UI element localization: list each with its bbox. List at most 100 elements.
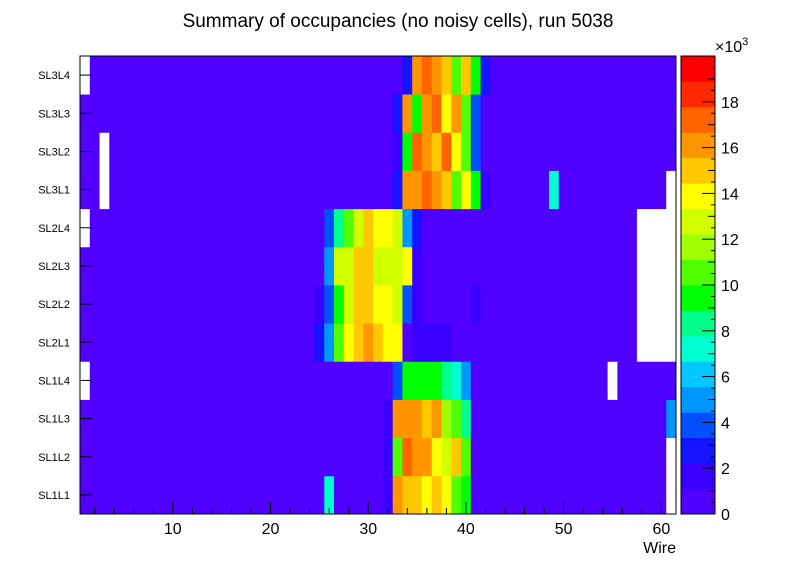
heatmap-cell-sl3l3-wire-14 [207,94,218,133]
heatmap-cell-sl1l1-wire-4 [109,475,120,515]
heatmap-cell-sl3l4-wire-38 [441,56,452,95]
heatmap-cell-sl2l3-wire-60 [656,246,667,286]
heatmap-cell-sl1l1-wire-28 [343,475,354,515]
heatmap-cell-sl3l1-wire-53 [588,170,599,210]
heatmap-cell-sl2l3-wire-32 [382,246,394,286]
heatmap-cell-sl2l1-wire-49 [548,323,560,362]
palette-swatch-12 [681,183,715,210]
heatmap-cell-sl3l1-wire-61 [666,170,677,210]
heatmap-cell-sl3l4-wire-34 [402,56,413,95]
heatmap-cell-sl3l2-wire-58 [636,132,648,171]
y-tick-label-sl3l2: SL3L2 [38,146,70,158]
heatmap-cell-sl3l4-wire-18 [246,56,257,95]
heatmap-cell-sl3l4-wire-11 [177,56,188,95]
heatmap-cell-sl1l2-wire-56 [617,437,628,477]
heatmap-cell-sl1l3-wire-3 [99,399,110,439]
heatmap-cell-sl1l3-wire-48 [539,399,550,439]
heatmap-cell-sl3l1-wire-56 [617,170,628,210]
heatmap-cell-sl3l1-wire-8 [148,170,159,210]
heatmap-cell-sl3l2-wire-2 [89,132,100,171]
heatmap-cell-sl2l3-wire-24 [304,246,315,286]
heatmap-cell-sl3l3-wire-47 [529,94,540,133]
heatmap-cell-sl2l3-wire-26 [324,246,335,286]
heatmap-cell-sl2l2-wire-35 [412,285,423,324]
heatmap-cell-sl1l2-wire-32 [382,437,394,477]
heatmap-cell-sl1l3-wire-53 [588,399,599,439]
heatmap-cell-sl3l4-wire-13 [197,56,208,95]
heatmap-cell-sl1l4-wire-38 [441,361,452,400]
heatmap-cell-sl1l1-wire-23 [294,475,306,515]
heatmap-cell-sl1l3-wire-37 [431,399,442,439]
heatmap-cell-sl3l1-wire-39 [451,170,462,210]
heatmap-cell-sl3l4-wire-40 [461,56,472,95]
heatmap-cell-sl1l3-wire-29 [353,399,364,439]
palette-swatch-0 [681,488,715,515]
heatmap-cell-sl1l1-wire-26 [324,475,335,515]
heatmap-cell-sl3l1-wire-27 [334,170,345,210]
heatmap-cell-sl2l4-wire-53 [588,208,599,248]
heatmap-cell-sl1l4-wire-28 [343,361,354,400]
heatmap-cell-sl1l2-wire-15 [216,437,227,477]
heatmap-cell-sl3l1-wire-40 [461,170,472,210]
heatmap-cell-sl3l3-wire-24 [304,94,315,133]
heatmap-cell-sl1l4-wire-21 [275,361,286,400]
heatmap-cell-sl3l3-wire-52 [578,94,589,133]
heatmap-cell-sl2l2-wire-39 [451,285,462,324]
heatmap-cell-sl1l4-wire-34 [402,361,413,400]
heatmap-cell-sl1l2-wire-43 [490,437,501,477]
heatmap-cell-sl2l4-wire-20 [265,208,276,248]
heatmap-cell-sl2l2-wire-11 [177,285,188,324]
heatmap-cell-sl2l1-wire-32 [382,323,394,362]
heatmap-cell-sl2l4-wire-4 [109,208,120,248]
heatmap-cell-sl1l3-wire-50 [558,399,569,439]
heatmap-cell-sl3l4-wire-36 [421,56,433,95]
heatmap-cell-sl2l2-wire-52 [578,285,589,324]
heatmap-cell-sl1l3-wire-44 [500,399,511,439]
heatmap-cell-sl1l4-wire-12 [187,361,198,400]
heatmap-cell-sl3l2-wire-55 [607,132,618,171]
heatmap-cell-sl3l4-wire-25 [314,56,325,95]
z-tick-label-4: 4 [721,415,730,432]
heatmap-cell-sl2l3-wire-21 [275,246,286,286]
heatmap-cell-sl3l3-wire-48 [539,94,550,133]
palette-swatch-16 [681,81,715,108]
heatmap-cell-sl2l3-wire-46 [519,246,530,286]
y-tick-label-sl2l3: SL2L3 [38,261,70,273]
heatmap-cell-sl1l1-wire-55 [607,475,618,515]
heatmap-cell-sl1l4-wire-2 [89,361,100,400]
heatmap-cell-sl3l2-wire-42 [480,132,491,171]
heatmap-cell-sl2l2-wire-14 [207,285,218,324]
heatmap-cell-sl1l1-wire-9 [158,475,169,515]
heatmap-cell-sl2l2-wire-31 [373,285,384,324]
heatmap-cell-sl3l3-wire-44 [500,94,511,133]
heatmap-cell-sl3l4-wire-57 [627,56,638,95]
heatmap-cell-sl3l3-wire-56 [617,94,628,133]
heatmap-cell-sl1l1-wire-60 [656,475,667,515]
z-tick-label-16: 16 [721,141,739,158]
heatmap-cell-sl2l3-wire-6 [128,246,140,286]
heatmap-cell-sl1l1-wire-45 [509,475,521,515]
heatmap-cell-sl3l4-wire-9 [158,56,169,95]
heatmap-cell-sl3l2-wire-5 [119,132,130,171]
heatmap-cell-sl2l1-wire-12 [187,323,198,362]
heatmap-cell-sl2l4-wire-12 [187,208,198,248]
heatmap-cell-sl3l1-wire-5 [119,170,130,210]
heatmap-cell-sl2l1-wire-28 [343,323,354,362]
heatmap-cell-sl3l2-wire-53 [588,132,599,171]
heatmap-cell-sl1l2-wire-18 [246,437,257,477]
heatmap-cell-sl3l4-wire-2 [89,56,100,95]
heatmap-cell-sl2l3-wire-39 [451,246,462,286]
heatmap-cell-sl2l1-wire-61 [666,323,677,362]
heatmap-cell-sl1l4-wire-7 [138,361,149,400]
heatmap-cell-sl1l1-wire-27 [334,475,345,515]
heatmap-cell-sl1l3-wire-2 [89,399,100,439]
heatmap-cell-sl3l2-wire-41 [470,132,481,171]
heatmap-cell-sl1l1-wire-21 [275,475,286,515]
heatmap-cell-sl3l2-wire-4 [109,132,120,171]
heatmap-cell-sl2l4-wire-19 [255,208,267,248]
heatmap-cell-sl3l4-wire-3 [99,56,110,95]
heatmap-cell-sl3l3-wire-42 [480,94,491,133]
heatmap-cell-sl1l1-wire-3 [99,475,110,515]
heatmap-cell-sl1l4-wire-40 [461,361,472,400]
heatmap-cell-sl2l2-wire-38 [441,285,452,324]
